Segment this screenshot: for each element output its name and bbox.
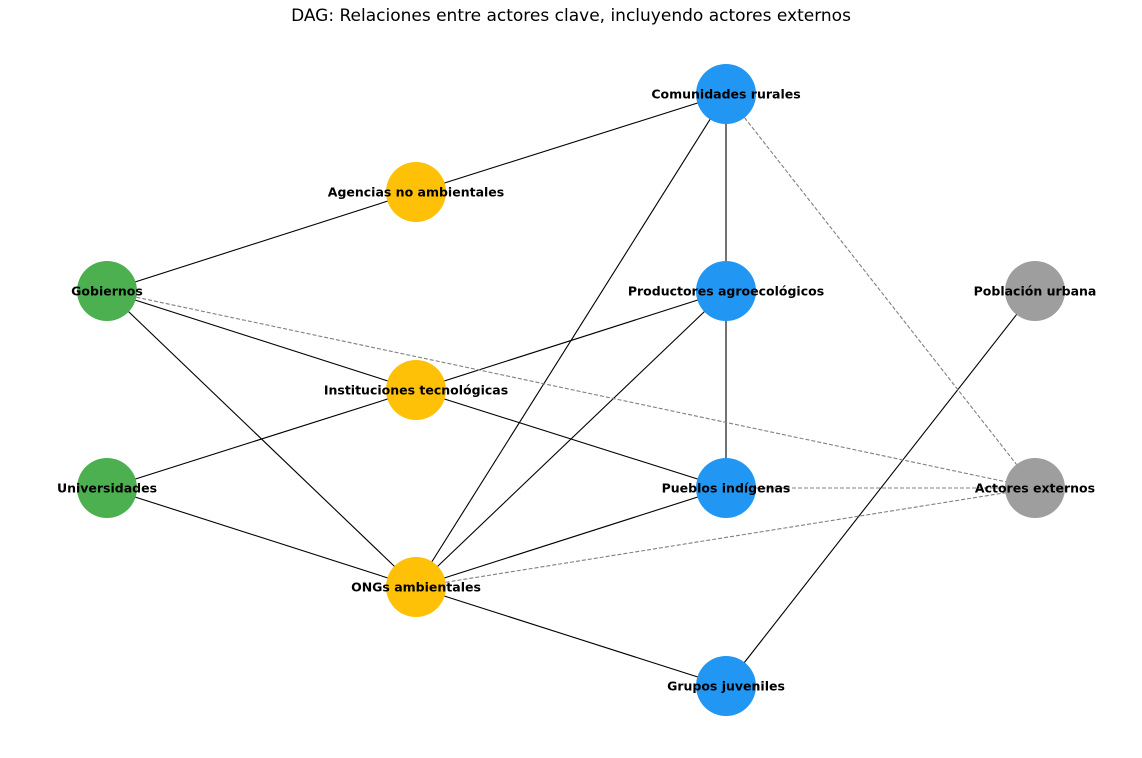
node-circle-instituciones xyxy=(386,360,446,420)
edge-ongs-comunidades xyxy=(415,93,727,588)
edge-universidades-instituciones xyxy=(106,389,417,489)
node-circle-grupos xyxy=(696,656,756,716)
node-label-grupos: Grupos juveniles xyxy=(667,679,785,694)
node-label-comunidades: Comunidades rurales xyxy=(651,87,800,102)
node-label-ongs: ONGs ambientales xyxy=(351,580,481,595)
edge-comunidades-actores xyxy=(725,93,1036,489)
edge-gobiernos-agencias xyxy=(106,191,417,292)
edge-gobiernos-instituciones xyxy=(106,290,417,391)
node-label-agencias: Agencias no ambientales xyxy=(328,185,504,200)
node-actores: Actores externos xyxy=(975,458,1095,518)
node-label-pueblos: Pueblos indígenas xyxy=(662,481,791,496)
edge-agencias-comunidades xyxy=(415,93,727,193)
node-universidades: Universidades xyxy=(57,458,157,518)
node-gobiernos: Gobiernos xyxy=(71,261,143,321)
node-ongs: ONGs ambientales xyxy=(351,557,481,617)
node-instituciones: Instituciones tecnológicas xyxy=(324,360,508,420)
node-label-actores: Actores externos xyxy=(975,481,1095,496)
diagram-title: DAG: Relaciones entre actores clave, inc… xyxy=(291,6,851,26)
edge-ongs-actores xyxy=(415,487,1036,588)
node-circle-comunidades xyxy=(696,64,756,124)
edge-gobiernos-actores xyxy=(106,290,1036,489)
edge-universidades-ongs xyxy=(106,487,417,588)
node-label-universidades: Universidades xyxy=(57,481,157,496)
node-poblacion: Población urbana xyxy=(974,261,1097,321)
node-circle-universidades xyxy=(77,458,137,518)
node-pueblos: Pueblos indígenas xyxy=(662,458,791,518)
node-label-poblacion: Población urbana xyxy=(974,284,1097,299)
edge-grupos-poblacion xyxy=(725,290,1036,687)
node-label-instituciones: Instituciones tecnológicas xyxy=(324,383,508,398)
edges-layer xyxy=(106,93,1036,687)
node-circle-poblacion xyxy=(1005,261,1065,321)
node-comunidades: Comunidades rurales xyxy=(651,64,801,124)
nodes-layer: Gobiernos Universidades Agencias no ambien… xyxy=(57,64,1096,716)
edge-ongs-grupos xyxy=(415,586,727,687)
node-label-gobiernos: Gobiernos xyxy=(71,284,143,299)
node-productores: Productores agroecológicos xyxy=(628,261,824,321)
node-circle-agencias xyxy=(386,162,446,222)
node-circle-actores xyxy=(1005,458,1065,518)
edge-ongs-pueblos xyxy=(415,487,727,588)
node-circle-ongs xyxy=(386,557,446,617)
node-circle-productores xyxy=(696,261,756,321)
node-agencias: Agencias no ambientales xyxy=(328,162,504,222)
node-circle-gobiernos xyxy=(77,261,137,321)
node-label-productores: Productores agroecológicos xyxy=(628,284,824,299)
node-grupos: Grupos juveniles xyxy=(667,656,785,716)
node-circle-pueblos xyxy=(696,458,756,518)
edge-ongs-productores xyxy=(415,290,727,588)
